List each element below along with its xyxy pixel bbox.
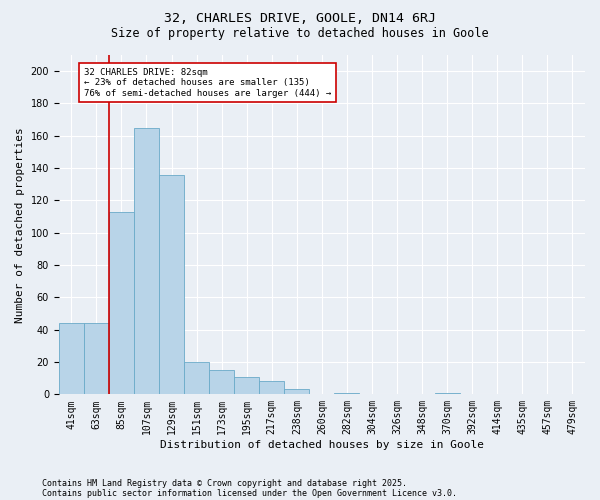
Bar bbox=[109, 212, 134, 394]
Bar bbox=[284, 390, 310, 394]
Text: 32 CHARLES DRIVE: 82sqm
← 23% of detached houses are smaller (135)
76% of semi-d: 32 CHARLES DRIVE: 82sqm ← 23% of detache… bbox=[84, 68, 331, 98]
Bar bbox=[334, 392, 359, 394]
X-axis label: Distribution of detached houses by size in Goole: Distribution of detached houses by size … bbox=[160, 440, 484, 450]
Bar bbox=[134, 128, 159, 394]
Bar bbox=[84, 323, 109, 394]
Bar bbox=[59, 323, 84, 394]
Bar bbox=[184, 362, 209, 394]
Text: Contains HM Land Registry data © Crown copyright and database right 2025.: Contains HM Land Registry data © Crown c… bbox=[42, 478, 407, 488]
Bar bbox=[209, 370, 234, 394]
Text: Contains public sector information licensed under the Open Government Licence v3: Contains public sector information licen… bbox=[42, 488, 457, 498]
Bar bbox=[434, 392, 460, 394]
Bar bbox=[259, 382, 284, 394]
Bar bbox=[234, 376, 259, 394]
Text: 32, CHARLES DRIVE, GOOLE, DN14 6RJ: 32, CHARLES DRIVE, GOOLE, DN14 6RJ bbox=[164, 12, 436, 26]
Bar bbox=[159, 174, 184, 394]
Y-axis label: Number of detached properties: Number of detached properties bbox=[15, 127, 25, 322]
Text: Size of property relative to detached houses in Goole: Size of property relative to detached ho… bbox=[111, 28, 489, 40]
